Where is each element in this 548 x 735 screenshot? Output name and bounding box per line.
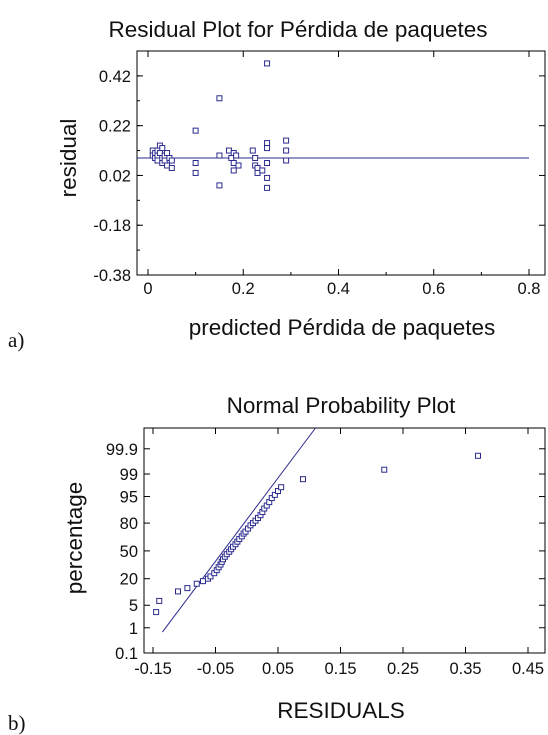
residual-point xyxy=(283,157,290,164)
residual-point xyxy=(216,95,223,102)
probability-point xyxy=(200,578,206,585)
residual-point xyxy=(192,169,199,176)
residual-point xyxy=(192,127,199,134)
normal-plot-title: Normal Probability Plot xyxy=(227,393,457,418)
residual-point xyxy=(230,167,237,174)
normal-plot-points xyxy=(153,452,481,616)
residual-point xyxy=(156,150,163,157)
probability-point xyxy=(278,484,285,491)
x-tick-label: 0.05 xyxy=(262,660,294,678)
probability-point xyxy=(381,466,388,473)
probability-point xyxy=(275,488,281,495)
x-tick-label: 0.45 xyxy=(512,660,544,678)
residual-plot-y-axis: -0.38 -0.18 0.02 0.22 0.42 xyxy=(93,50,545,285)
normal-plot-xlabel: RESIDUALS xyxy=(277,698,405,723)
residual-point xyxy=(235,162,242,169)
y-tick-label: 99 xyxy=(120,466,138,484)
residual-plot-ylabel: residual xyxy=(56,119,81,198)
probability-point xyxy=(156,597,163,604)
normal-plot-ylabel: percentage xyxy=(62,482,87,595)
probability-point xyxy=(268,495,275,502)
x-tick-label: 0.2 xyxy=(232,280,255,298)
panel-label-b: b) xyxy=(8,711,26,735)
y-tick-label: 0.42 xyxy=(99,68,131,86)
residual-plot-x-axis: 0 0.2 0.4 0.6 0.8 xyxy=(143,51,540,298)
x-tick-label: -0.15 xyxy=(134,660,172,678)
residual-point xyxy=(225,147,232,154)
residual-point xyxy=(252,155,259,162)
panel-label-a: a) xyxy=(8,328,24,352)
residual-plot-xlabel: predicted Pérdida de paquetes xyxy=(189,315,495,340)
residual-point xyxy=(254,169,261,176)
normal-probability-plot: Normal Probability Plot percentage RESID… xyxy=(8,393,546,735)
residual-plot-frame xyxy=(136,50,546,276)
residual-point xyxy=(264,160,271,166)
residual-point xyxy=(283,147,290,154)
normal-plot-y-axis: 0.1 1 5 20 50 80 95 99 99.9 xyxy=(106,441,545,663)
x-tick-label: 0.6 xyxy=(422,280,445,298)
residual-point xyxy=(192,160,199,166)
residual-point xyxy=(283,137,290,144)
x-tick-label: 0.25 xyxy=(387,660,419,678)
residual-point xyxy=(233,152,240,159)
y-tick-label: -0.18 xyxy=(93,217,131,235)
y-tick-label: 0.1 xyxy=(115,645,138,663)
x-tick-label: 0.8 xyxy=(518,280,541,298)
y-tick-label: 1 xyxy=(129,620,138,638)
residual-point xyxy=(216,152,223,159)
probability-point xyxy=(153,609,160,616)
residual-point xyxy=(164,150,171,157)
y-tick-label: 5 xyxy=(129,597,138,615)
residual-point xyxy=(264,140,271,147)
residual-point xyxy=(254,164,261,171)
x-tick-label: 0.4 xyxy=(327,280,350,298)
residual-point xyxy=(168,157,175,164)
normal-fit-line xyxy=(161,427,316,633)
residual-point xyxy=(264,60,271,67)
residual-point xyxy=(249,147,256,154)
y-tick-label: 99.9 xyxy=(106,441,138,459)
residual-point xyxy=(264,184,271,191)
residual-point xyxy=(168,164,175,171)
residual-point xyxy=(264,174,271,181)
probability-point xyxy=(300,476,306,483)
x-tick-label: 0.15 xyxy=(324,660,356,678)
x-tick-label: 0.35 xyxy=(449,660,481,678)
y-tick-label: 20 xyxy=(120,571,138,589)
residual-point xyxy=(161,157,168,164)
residual-point xyxy=(259,167,266,174)
y-tick-label: 80 xyxy=(120,515,138,533)
residual-plot-title: Residual Plot for Pérdida de paquetes xyxy=(109,17,488,42)
probability-point xyxy=(207,573,214,580)
probability-point xyxy=(184,585,191,592)
normal-plot-frame xyxy=(143,427,546,654)
residual-point xyxy=(228,155,235,162)
normal-plot-x-axis: -0.15 -0.05 0.05 0.15 0.25 0.35 0.45 xyxy=(134,428,544,678)
residual-plot-points xyxy=(149,60,290,191)
probability-point xyxy=(271,491,278,498)
residual-point xyxy=(164,162,171,169)
y-tick-label: 0.22 xyxy=(99,118,131,136)
normal-plot-fit-line xyxy=(161,427,316,633)
y-tick-label: -0.38 xyxy=(93,267,131,285)
residual-point xyxy=(230,160,237,166)
residual-point xyxy=(154,157,161,164)
y-tick-label: 0.02 xyxy=(99,167,131,185)
residual-point xyxy=(159,145,166,152)
residual-plot: Residual Plot for Pérdida de paquetes re… xyxy=(8,17,546,352)
probability-point xyxy=(175,588,181,595)
probability-point xyxy=(193,580,200,587)
residual-point xyxy=(264,145,271,152)
residual-point xyxy=(216,182,223,189)
x-tick-label: 0 xyxy=(143,280,152,298)
x-tick-label: -0.05 xyxy=(197,660,235,678)
y-tick-label: 50 xyxy=(120,543,138,561)
probability-point xyxy=(475,452,481,459)
y-tick-label: 95 xyxy=(120,489,138,507)
